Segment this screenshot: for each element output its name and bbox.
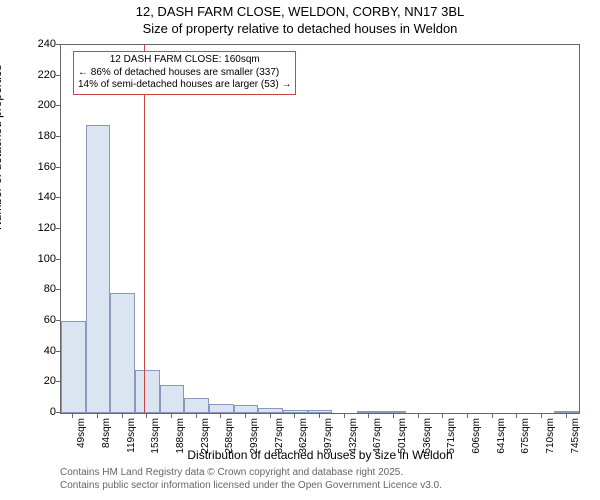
histogram-bar: [86, 125, 111, 413]
y-tick-mark: [56, 105, 60, 106]
x-tick-label: 49sqm: [76, 418, 87, 448]
y-tick-label: 220: [38, 69, 56, 81]
y-tick-label: 60: [44, 314, 56, 326]
chart-title: 12, DASH FARM CLOSE, WELDON, CORBY, NN17…: [0, 4, 600, 38]
x-tick-label: 710sqm: [545, 418, 556, 454]
x-tick-mark: [442, 414, 443, 418]
x-tick-label: 745sqm: [570, 418, 581, 454]
footer-attribution: Contains HM Land Registry data © Crown c…: [60, 466, 442, 492]
histogram-bar: [160, 385, 185, 413]
x-tick-mark: [245, 414, 246, 418]
y-tick-mark: [56, 351, 60, 352]
y-tick-mark: [56, 320, 60, 321]
histogram-bar: [258, 408, 283, 413]
y-tick-label: 20: [44, 375, 56, 387]
histogram-bar: [135, 370, 160, 413]
x-tick-label: 467sqm: [372, 418, 383, 454]
x-tick-mark: [220, 414, 221, 418]
footer-line-2: Contains public sector information licen…: [60, 480, 442, 491]
x-tick-label: 84sqm: [101, 418, 112, 448]
x-tick-mark: [368, 414, 369, 418]
annotation-line-3: 14% of semi-detached houses are larger (…: [78, 79, 291, 92]
x-tick-mark: [294, 414, 295, 418]
x-tick-label: 258sqm: [224, 418, 235, 454]
x-tick-label: 536sqm: [422, 418, 433, 454]
histogram-bar: [554, 411, 579, 413]
x-tick-label: 153sqm: [150, 418, 161, 454]
x-tick-mark: [516, 414, 517, 418]
reference-line: [144, 45, 145, 413]
annotation-line-2: ← 86% of detached houses are smaller (33…: [78, 67, 291, 80]
y-tick-label: 200: [38, 99, 56, 111]
histogram-bar: [283, 410, 308, 413]
x-tick-label: 188sqm: [175, 418, 186, 454]
histogram-bar: [184, 398, 209, 413]
x-tick-mark: [393, 414, 394, 418]
y-tick-label: 180: [38, 130, 56, 142]
title-line-1: 12, DASH FARM CLOSE, WELDON, CORBY, NN17…: [136, 4, 464, 19]
x-tick-label: 675sqm: [520, 418, 531, 454]
x-tick-mark: [270, 414, 271, 418]
y-tick-mark: [56, 412, 60, 413]
y-tick-label: 100: [38, 253, 56, 265]
x-tick-label: 397sqm: [323, 418, 334, 454]
y-tick-mark: [56, 75, 60, 76]
x-tick-mark: [196, 414, 197, 418]
histogram-bar: [357, 411, 382, 413]
x-tick-mark: [418, 414, 419, 418]
x-tick-mark: [319, 414, 320, 418]
y-tick-mark: [56, 136, 60, 137]
y-tick-mark: [56, 259, 60, 260]
y-tick-label: 80: [44, 283, 56, 295]
x-tick-mark: [122, 414, 123, 418]
y-tick-label: 160: [38, 161, 56, 173]
histogram-bar: [308, 410, 333, 413]
histogram-bar: [382, 411, 407, 413]
y-tick-mark: [56, 44, 60, 45]
x-tick-mark: [566, 414, 567, 418]
y-tick-mark: [56, 197, 60, 198]
y-tick-mark: [56, 381, 60, 382]
y-tick-label: 140: [38, 191, 56, 203]
y-tick-mark: [56, 289, 60, 290]
histogram-bar: [110, 293, 135, 413]
x-tick-label: 432sqm: [348, 418, 359, 454]
plot-area: 12 DASH FARM CLOSE: 160sqm← 86% of detac…: [60, 44, 580, 414]
x-tick-label: 119sqm: [126, 418, 137, 453]
x-tick-label: 293sqm: [249, 418, 260, 454]
y-tick-label: 120: [38, 222, 56, 234]
histogram-bar: [234, 405, 259, 413]
x-tick-label: 223sqm: [200, 418, 211, 454]
x-tick-label: 501sqm: [397, 418, 408, 454]
y-tick-label: 240: [38, 38, 56, 50]
x-tick-label: 641sqm: [496, 418, 507, 454]
x-tick-mark: [146, 414, 147, 418]
footer-line-1: Contains HM Land Registry data © Crown c…: [60, 467, 403, 478]
histogram-bar: [209, 404, 234, 413]
x-tick-label: 327sqm: [274, 418, 285, 454]
annotation-box: 12 DASH FARM CLOSE: 160sqm← 86% of detac…: [73, 51, 296, 95]
title-line-2: Size of property relative to detached ho…: [143, 21, 458, 36]
x-tick-label: 362sqm: [298, 418, 309, 454]
y-tick-mark: [56, 228, 60, 229]
histogram-bar: [61, 321, 86, 413]
annotation-line-1: 12 DASH FARM CLOSE: 160sqm: [78, 54, 291, 67]
x-tick-mark: [72, 414, 73, 418]
x-tick-label: 606sqm: [471, 418, 482, 454]
y-tick-mark: [56, 167, 60, 168]
x-tick-mark: [344, 414, 345, 418]
x-tick-mark: [467, 414, 468, 418]
y-axis-label: Number of detached properties: [0, 65, 4, 230]
x-tick-mark: [171, 414, 172, 418]
x-tick-mark: [541, 414, 542, 418]
x-tick-label: 571sqm: [446, 418, 457, 454]
x-tick-mark: [492, 414, 493, 418]
y-tick-label: 40: [44, 345, 56, 357]
x-tick-mark: [97, 414, 98, 418]
